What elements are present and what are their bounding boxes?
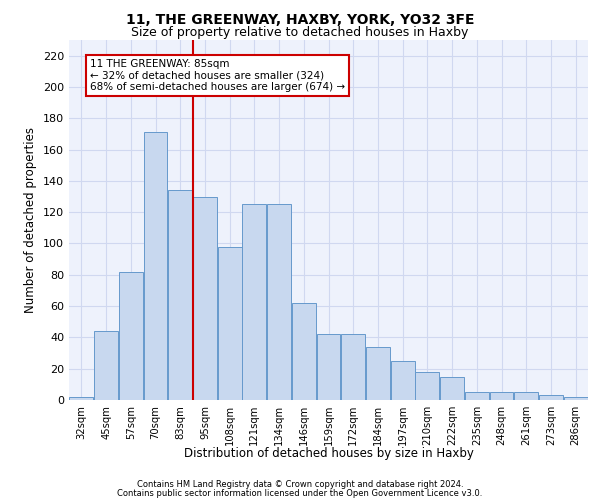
Bar: [218, 246, 242, 400]
Text: Contains public sector information licensed under the Open Government Licence v3: Contains public sector information licen…: [118, 488, 482, 498]
Bar: [465, 392, 489, 400]
Bar: [267, 204, 291, 400]
Bar: [415, 372, 439, 400]
Bar: [119, 272, 143, 400]
Bar: [94, 331, 118, 400]
Bar: [563, 397, 587, 400]
Bar: [70, 397, 94, 400]
Bar: [391, 361, 415, 400]
Bar: [292, 303, 316, 400]
Bar: [317, 334, 340, 400]
Text: Contains HM Land Registry data © Crown copyright and database right 2024.: Contains HM Land Registry data © Crown c…: [137, 480, 463, 489]
Bar: [341, 334, 365, 400]
Bar: [490, 392, 514, 400]
Bar: [440, 376, 464, 400]
Y-axis label: Number of detached properties: Number of detached properties: [25, 127, 37, 313]
Bar: [242, 204, 266, 400]
Bar: [143, 132, 167, 400]
Text: 11 THE GREENWAY: 85sqm
← 32% of detached houses are smaller (324)
68% of semi-de: 11 THE GREENWAY: 85sqm ← 32% of detached…: [90, 59, 345, 92]
Bar: [514, 392, 538, 400]
Bar: [168, 190, 192, 400]
Bar: [193, 196, 217, 400]
Text: 11, THE GREENWAY, HAXBY, YORK, YO32 3FE: 11, THE GREENWAY, HAXBY, YORK, YO32 3FE: [126, 12, 474, 26]
Text: Size of property relative to detached houses in Haxby: Size of property relative to detached ho…: [131, 26, 469, 39]
Bar: [366, 347, 390, 400]
Bar: [539, 396, 563, 400]
Text: Distribution of detached houses by size in Haxby: Distribution of detached houses by size …: [184, 448, 474, 460]
